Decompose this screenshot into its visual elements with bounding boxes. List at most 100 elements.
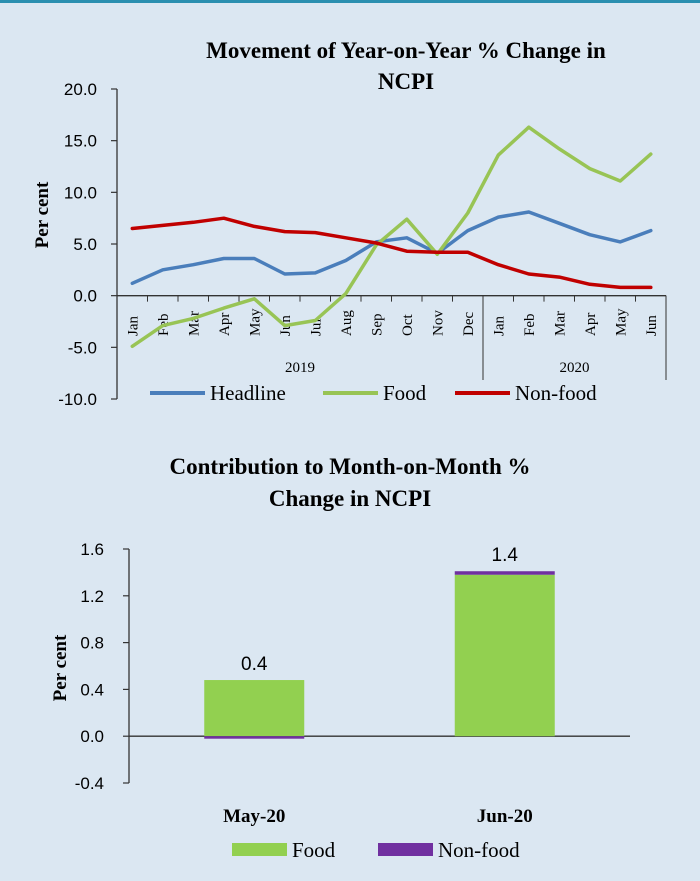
data-point-food	[588, 167, 591, 170]
line-chart-title-line-2: NCPI	[378, 69, 434, 94]
data-point-headline	[283, 272, 286, 276]
data-point-food	[131, 345, 134, 348]
x-tick-dec: Dec	[461, 312, 477, 336]
data-point-non-food	[619, 286, 622, 289]
data-point-headline	[344, 259, 347, 262]
data-point-headline	[131, 282, 134, 285]
series-line-headline	[130, 210, 653, 286]
x-tick-jan: Jan	[125, 316, 141, 336]
x-tick-jun: Jun	[644, 315, 660, 336]
data-point-non-food	[649, 286, 652, 289]
bar-food-may-20	[204, 680, 305, 737]
data-point-non-food	[192, 221, 195, 224]
legend-label-non-food: Non-food	[515, 381, 597, 405]
y-tick-10-0: 10.0	[64, 183, 97, 202]
data-point-headline	[161, 268, 164, 272]
data-point-food	[649, 152, 652, 156]
x-tick-apr: Apr	[583, 313, 599, 336]
data-point-non-food	[558, 275, 561, 279]
x-tick-nov: Nov	[430, 310, 446, 336]
x-tick-jan: Jan	[491, 316, 507, 336]
data-point-non-food	[436, 251, 439, 254]
line-chart-year-labels: 2019 2020	[285, 360, 590, 376]
bar-chart-legend: Food Non-food	[232, 838, 520, 862]
data-point-non-food	[131, 227, 134, 230]
data-point-non-food	[344, 236, 347, 239]
legend-label-headline: Headline	[210, 381, 286, 405]
x-tick-sep: Sep	[369, 314, 385, 337]
data-point-food	[405, 218, 408, 221]
year-label-2020: 2020	[560, 360, 590, 376]
y-tick-5-0: -5.0	[68, 338, 97, 357]
x-tick-jun-20: Jun-20	[477, 806, 533, 827]
x-tick-may: May	[247, 308, 263, 336]
data-point-food	[314, 319, 317, 322]
y-tick-15-0: 15.0	[64, 132, 97, 151]
y-tick-0-8: 0.8	[80, 634, 104, 653]
data-point-headline	[222, 257, 225, 260]
data-point-non-food	[222, 216, 225, 220]
data-point-food	[497, 153, 500, 157]
line-chart: Movement of Year-on-Year % Change in NCP…	[32, 38, 667, 409]
y-tick-1-2: 1.2	[80, 587, 104, 606]
data-point-headline	[649, 229, 652, 232]
data-point-headline	[619, 240, 622, 244]
data-point-non-food	[314, 231, 317, 234]
data-point-headline	[588, 233, 591, 236]
data-point-non-food	[283, 230, 286, 233]
legend-swatch-food	[232, 843, 287, 856]
data-point-headline	[405, 236, 408, 239]
series-line-non-food	[130, 216, 653, 290]
x-tick-oct: Oct	[400, 314, 416, 336]
data-point-headline	[558, 222, 561, 225]
line-chart-series	[130, 125, 653, 349]
data-point-non-food	[466, 251, 469, 254]
y-tick-10-0: -10.0	[58, 390, 97, 409]
x-tick-aug: Aug	[339, 310, 355, 336]
data-point-food	[161, 324, 164, 327]
line-chart-y-ticks: 20.0 15.0 10.0 5.0 0.0 -5.0 -10.0	[58, 80, 97, 409]
y-tick-0-0: 0.0	[73, 287, 97, 306]
data-point-non-food	[405, 250, 408, 253]
data-point-headline	[466, 229, 469, 232]
bar-chart-y-ticks: 1.6 1.2 0.8 0.4 0.0 -0.4	[75, 540, 104, 793]
x-tick-jul: Jul	[308, 318, 324, 336]
bar-food-jun-20	[454, 574, 555, 737]
bar-chart-title-line-2: Change in NCPI	[269, 486, 431, 511]
data-point-food	[253, 297, 256, 300]
data-point-food	[344, 292, 347, 295]
line-chart-axes	[111, 88, 667, 400]
series-line-food	[130, 125, 653, 349]
data-point-headline	[192, 263, 195, 266]
x-tick-may-20: May-20	[223, 806, 285, 827]
line-chart-title-line-1: Movement of Year-on-Year % Change in	[206, 38, 606, 63]
bar-non-food-may-20	[204, 736, 305, 739]
legend-label-non-food: Non-food	[438, 838, 520, 862]
legend-label-food: Food	[292, 838, 336, 862]
bar-chart-y-axis-label: Per cent	[50, 634, 71, 701]
y-tick-20-0: 20.0	[64, 80, 97, 99]
y-tick-5-0: 5.0	[73, 235, 97, 254]
total-label-may-20: 0.4	[241, 654, 268, 675]
data-point-headline	[253, 257, 256, 260]
data-point-non-food	[497, 263, 500, 266]
line-chart-x-ticks: Jan Feb Mar Apr May Jun Jul Aug Sep Oct Nov Dec Jan F…	[125, 308, 660, 336]
y-tick-0-4: -0.4	[75, 774, 104, 793]
data-point-food	[619, 179, 622, 183]
data-point-food	[466, 211, 469, 215]
legend-swatch-non-food	[378, 843, 433, 856]
y-tick-1-6: 1.6	[80, 540, 104, 559]
y-tick-0-4: 0.4	[80, 680, 104, 699]
bar-chart: Contribution to Month-on-Month % Change …	[50, 454, 630, 862]
y-tick-0-0: 0.0	[80, 727, 104, 746]
data-point-food	[283, 324, 286, 327]
data-point-headline	[527, 210, 530, 214]
x-tick-may: May	[613, 308, 629, 336]
data-point-non-food	[588, 283, 591, 286]
bar-non-food-jun-20	[454, 571, 555, 575]
data-point-headline	[314, 271, 317, 275]
bar-chart-title-line-1: Contribution to Month-on-Month %	[169, 454, 530, 479]
data-point-non-food	[527, 272, 530, 276]
data-point-non-food	[161, 224, 164, 227]
